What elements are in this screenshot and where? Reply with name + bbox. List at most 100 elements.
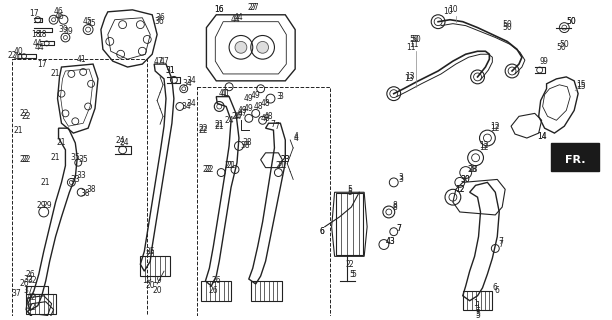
- Text: 44: 44: [35, 43, 45, 52]
- Text: 29: 29: [43, 201, 53, 210]
- Text: 34: 34: [183, 79, 193, 88]
- Text: 8: 8: [392, 203, 397, 212]
- Circle shape: [235, 41, 247, 53]
- Text: 1: 1: [473, 299, 478, 308]
- Text: 26: 26: [25, 269, 35, 279]
- Text: 5: 5: [475, 309, 480, 318]
- Text: 39: 39: [59, 25, 69, 34]
- Text: 8: 8: [392, 201, 397, 210]
- Text: 6: 6: [495, 286, 500, 295]
- Text: 3: 3: [398, 175, 403, 184]
- Text: 49: 49: [244, 94, 254, 103]
- Text: 20: 20: [152, 286, 162, 295]
- Text: 23: 23: [280, 155, 290, 164]
- Text: 14: 14: [537, 132, 547, 140]
- Text: 17: 17: [37, 60, 47, 68]
- Text: 13: 13: [406, 72, 416, 81]
- Text: 21: 21: [278, 161, 287, 170]
- Text: 35: 35: [78, 155, 88, 164]
- Text: 49: 49: [238, 106, 248, 115]
- Text: 33: 33: [70, 175, 80, 184]
- Text: 49: 49: [251, 91, 261, 100]
- Text: 47: 47: [238, 109, 248, 118]
- Text: 12: 12: [455, 185, 465, 194]
- Text: 5: 5: [347, 185, 352, 194]
- Circle shape: [256, 41, 269, 53]
- Text: 19: 19: [143, 276, 152, 285]
- Text: 48: 48: [261, 114, 271, 123]
- Text: 22: 22: [199, 124, 208, 133]
- Text: 5: 5: [349, 269, 354, 279]
- Text: 34: 34: [182, 102, 192, 111]
- Text: 22: 22: [203, 165, 212, 174]
- Text: 32: 32: [27, 276, 37, 285]
- FancyBboxPatch shape: [551, 143, 599, 171]
- Text: 26: 26: [212, 276, 221, 285]
- Text: 24: 24: [231, 112, 241, 121]
- Text: 42: 42: [27, 303, 37, 312]
- Text: 3: 3: [278, 92, 283, 101]
- Text: 34: 34: [187, 99, 196, 108]
- Text: 21: 21: [51, 69, 61, 78]
- Text: 12: 12: [479, 141, 488, 150]
- Text: 50: 50: [409, 35, 419, 44]
- Text: 6: 6: [493, 284, 498, 292]
- Text: 12: 12: [491, 124, 500, 133]
- Text: 5: 5: [351, 269, 356, 279]
- Text: 5: 5: [347, 188, 352, 197]
- Text: 4: 4: [294, 132, 299, 140]
- Text: 50: 50: [566, 17, 576, 26]
- Text: 6: 6: [319, 227, 324, 236]
- Text: 27: 27: [248, 4, 258, 12]
- Text: 19: 19: [152, 276, 162, 285]
- Text: 16: 16: [214, 5, 224, 14]
- Text: 9: 9: [542, 57, 547, 66]
- Text: 10: 10: [448, 5, 458, 14]
- Text: 47: 47: [153, 57, 163, 66]
- Text: 21: 21: [51, 153, 61, 162]
- Text: 50: 50: [566, 17, 576, 26]
- Text: 31: 31: [165, 67, 175, 76]
- Text: 24: 24: [224, 116, 234, 125]
- Text: 18: 18: [31, 30, 40, 39]
- Text: 21: 21: [13, 126, 23, 135]
- Text: 43: 43: [386, 237, 396, 246]
- Text: 28: 28: [469, 165, 479, 174]
- Text: 22: 22: [19, 109, 29, 118]
- Text: 7: 7: [396, 224, 401, 233]
- Text: 32: 32: [23, 275, 33, 284]
- Text: 11: 11: [406, 43, 416, 52]
- Text: 24: 24: [116, 135, 125, 145]
- Text: 5: 5: [475, 311, 480, 320]
- Text: 43: 43: [386, 237, 396, 246]
- Text: 6: 6: [319, 227, 324, 236]
- Text: 37: 37: [23, 286, 33, 295]
- Text: 21: 21: [41, 178, 50, 187]
- Text: 44: 44: [231, 15, 241, 24]
- Text: 48: 48: [261, 99, 271, 108]
- Text: 33: 33: [76, 171, 86, 180]
- Text: 3: 3: [276, 92, 281, 101]
- Text: 3: 3: [398, 173, 403, 182]
- Text: 31: 31: [165, 67, 175, 76]
- Text: 21: 21: [225, 161, 234, 170]
- Text: 50: 50: [559, 40, 569, 49]
- Text: 48: 48: [254, 102, 264, 111]
- Text: 21: 21: [57, 139, 66, 148]
- Text: 22: 22: [204, 165, 214, 174]
- Text: 40: 40: [13, 47, 23, 56]
- Text: 15: 15: [577, 82, 586, 91]
- Text: 20: 20: [146, 281, 155, 291]
- Text: 34: 34: [187, 76, 196, 85]
- Text: 41: 41: [220, 89, 230, 98]
- Text: 23: 23: [280, 155, 290, 164]
- Text: 38: 38: [86, 185, 96, 194]
- Text: 41: 41: [76, 55, 86, 64]
- Text: 18: 18: [37, 30, 47, 39]
- Text: 46: 46: [54, 7, 64, 16]
- Text: 13: 13: [404, 74, 413, 84]
- Text: 21: 21: [214, 122, 224, 131]
- Text: 21: 21: [214, 120, 224, 129]
- Text: 45: 45: [82, 17, 92, 26]
- Text: 29: 29: [37, 201, 47, 210]
